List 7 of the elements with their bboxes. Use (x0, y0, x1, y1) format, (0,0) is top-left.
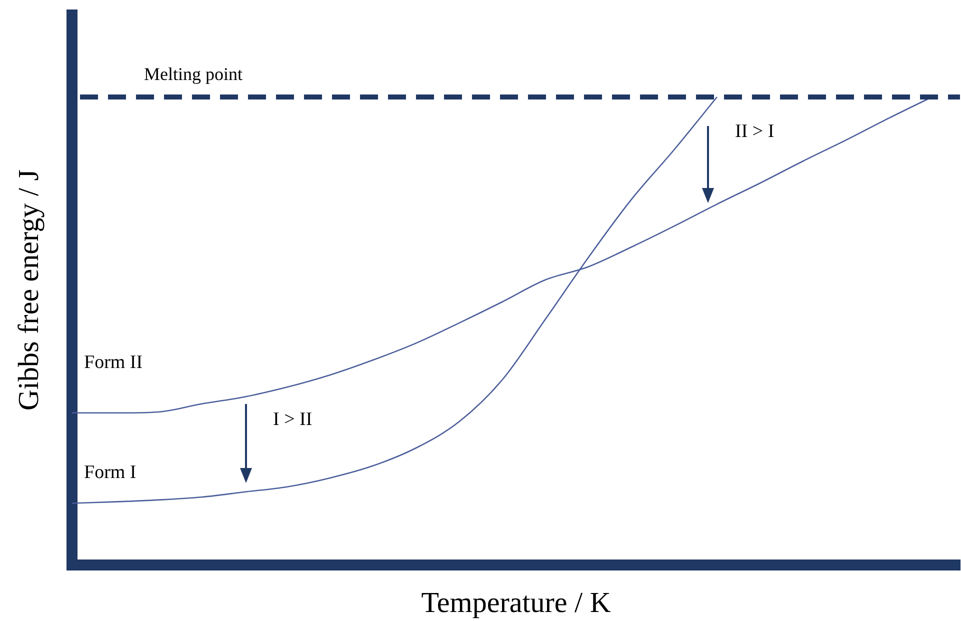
series-label: Form I (84, 462, 136, 484)
annotation: I > II (273, 409, 312, 430)
text: Form II (84, 352, 143, 373)
ref-line-label: Melting point (144, 64, 242, 84)
y-axis-title: Gibbs free energy / J (13, 169, 45, 411)
annotation: II > I (735, 121, 774, 142)
x-axis-title: Temperature / K (421, 587, 611, 619)
